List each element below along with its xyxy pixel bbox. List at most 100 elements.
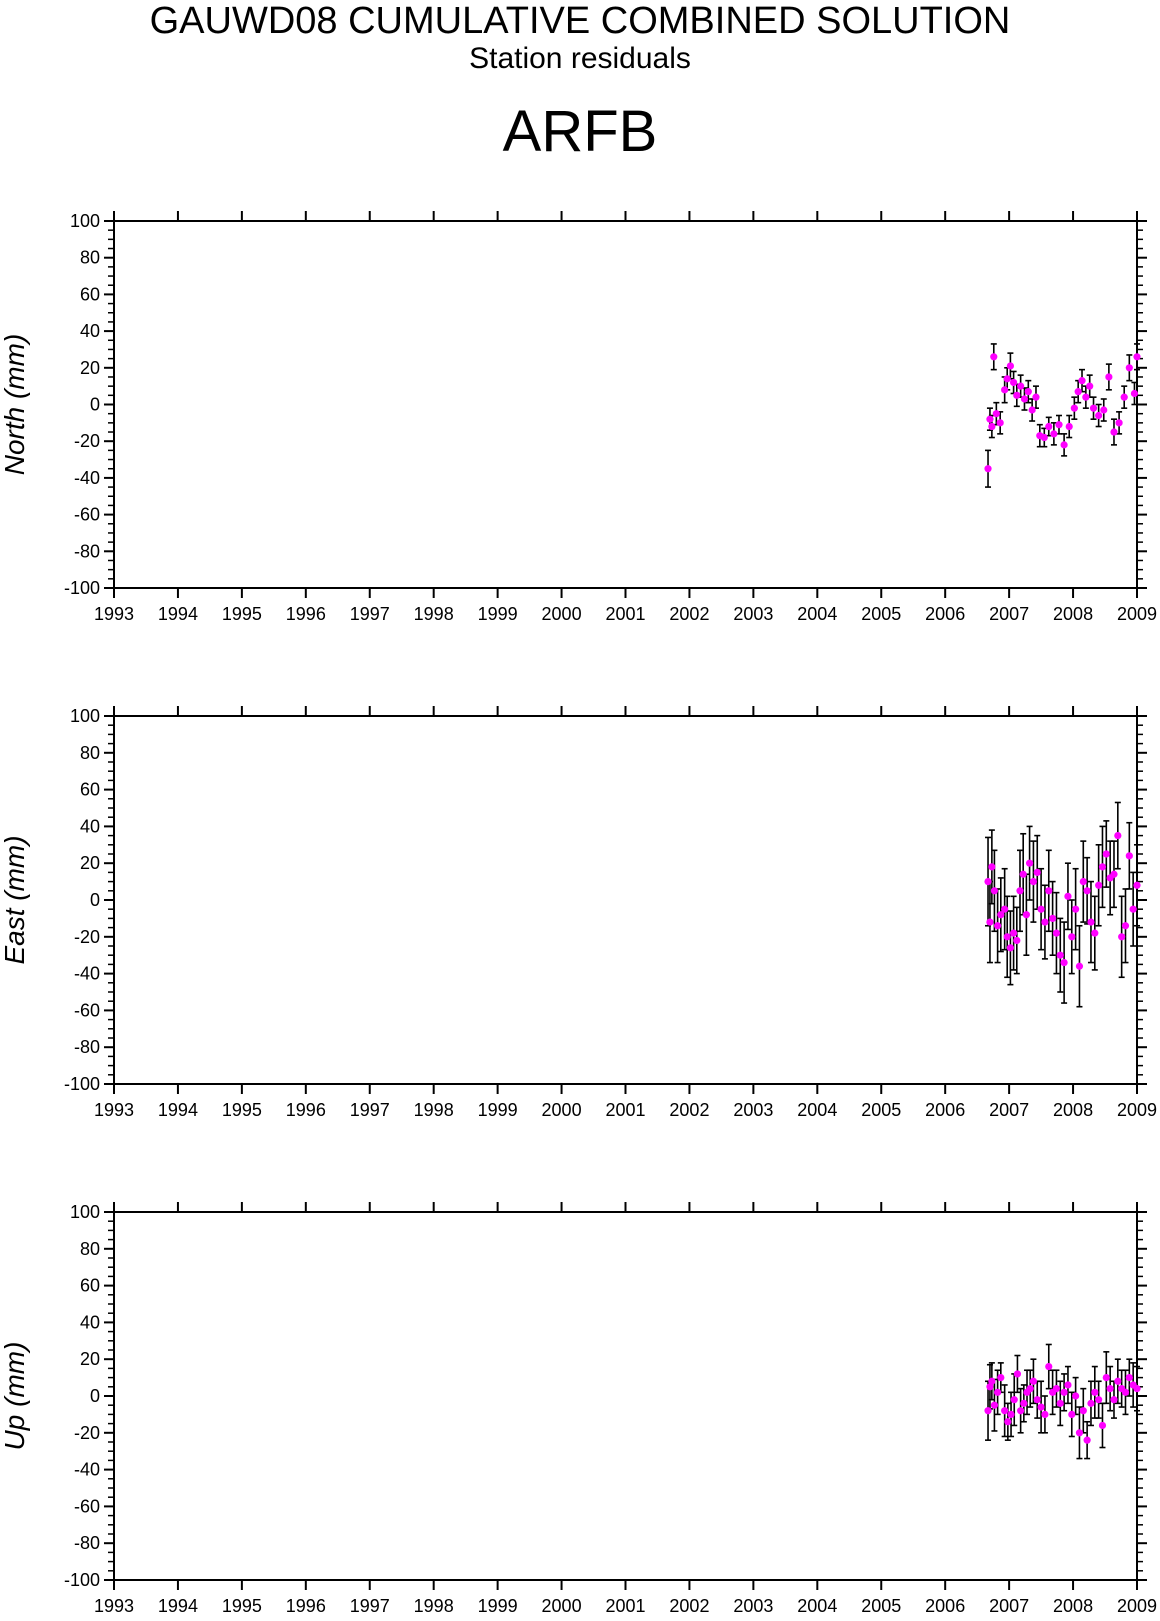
y-tick-label: -20 bbox=[74, 927, 100, 947]
y-tick-label: 0 bbox=[90, 1386, 100, 1406]
data-point bbox=[1115, 419, 1123, 427]
x-tick-label: 2008 bbox=[1053, 604, 1093, 624]
data-point bbox=[1003, 933, 1011, 941]
data-point bbox=[1129, 905, 1137, 913]
data-point bbox=[1024, 388, 1032, 396]
x-tick-label: 2003 bbox=[733, 604, 773, 624]
data-point bbox=[1016, 887, 1024, 895]
data-point bbox=[1003, 375, 1011, 383]
data-point bbox=[1070, 404, 1078, 412]
y-tick-label: 0 bbox=[90, 890, 100, 910]
data-point bbox=[1050, 430, 1058, 438]
data-point bbox=[984, 465, 992, 473]
data-point bbox=[997, 911, 1005, 919]
y-tick-label: 20 bbox=[80, 853, 100, 873]
data-point bbox=[1064, 1381, 1072, 1389]
x-tick-label: 2001 bbox=[605, 1100, 645, 1120]
data-point bbox=[1083, 887, 1091, 895]
data-point bbox=[1095, 411, 1103, 420]
plot-panel-2: 1993 1994 1995 1996 1997 1998 1999 2000 2001 2002… bbox=[0, 1202, 1157, 1616]
y-tick-label: -60 bbox=[74, 1496, 100, 1516]
x-tick-label: 2005 bbox=[861, 1100, 901, 1120]
data-point bbox=[1074, 388, 1082, 396]
y-tick-label: 60 bbox=[80, 284, 100, 304]
data-point bbox=[1105, 373, 1113, 381]
data-point bbox=[1060, 958, 1068, 967]
data-point bbox=[1083, 1436, 1091, 1444]
data-point bbox=[1087, 918, 1095, 926]
y-tick-label: -40 bbox=[74, 964, 100, 984]
data-point bbox=[1013, 936, 1021, 945]
data-point bbox=[996, 419, 1004, 427]
data-point bbox=[986, 918, 994, 926]
x-tick-label: 2007 bbox=[989, 1596, 1029, 1616]
data-point bbox=[1019, 870, 1027, 878]
plot-frame bbox=[113, 1211, 1138, 1581]
data-point bbox=[1121, 1388, 1130, 1396]
x-tick-label: 1999 bbox=[478, 1596, 518, 1616]
x-tick-label: 2000 bbox=[542, 1596, 582, 1616]
data-point bbox=[984, 1407, 992, 1415]
data-point bbox=[1037, 1403, 1045, 1411]
data-point bbox=[1020, 395, 1029, 403]
y-axis-label: East (mm) bbox=[0, 835, 30, 964]
x-tick-label: 1999 bbox=[478, 604, 518, 624]
data-point bbox=[1125, 364, 1133, 372]
data-point bbox=[1013, 391, 1021, 399]
series-0 bbox=[984, 801, 1141, 1008]
y-tick-label: 40 bbox=[80, 1312, 100, 1332]
y-axis-label: Up (mm) bbox=[0, 1342, 30, 1451]
data-point bbox=[1110, 428, 1118, 436]
data-point bbox=[1001, 905, 1009, 913]
data-point bbox=[1064, 892, 1072, 900]
y-tick-label: -100 bbox=[64, 1074, 100, 1094]
data-point bbox=[1045, 887, 1053, 895]
x-tick-label: 2004 bbox=[797, 1596, 837, 1616]
x-tick-label: 1993 bbox=[94, 604, 134, 624]
data-point bbox=[1041, 1410, 1049, 1418]
data-point bbox=[1033, 868, 1041, 877]
y-tick-label: -100 bbox=[64, 578, 100, 598]
figure-title: GAUWD08 CUMULATIVE COMBINED SOLUTION bbox=[149, 0, 1011, 42]
data-point bbox=[1118, 933, 1126, 941]
x-tick-label: 1996 bbox=[286, 604, 326, 624]
data-point bbox=[1010, 929, 1018, 937]
data-point bbox=[1091, 929, 1099, 937]
data-point bbox=[1052, 929, 1061, 937]
data-point bbox=[1017, 1407, 1025, 1415]
x-tick-label: 1993 bbox=[94, 1100, 134, 1120]
y-tick-label: -20 bbox=[74, 431, 100, 451]
plot-frame bbox=[113, 220, 1138, 589]
data-point bbox=[1065, 422, 1073, 431]
x-tick-label: 2005 bbox=[861, 604, 901, 624]
x-tick-label: 2001 bbox=[605, 604, 645, 624]
y-tick-label: 0 bbox=[90, 395, 100, 415]
data-point bbox=[1114, 1377, 1122, 1385]
x-tick-label: 1997 bbox=[350, 1100, 390, 1120]
x-tick-label: 2003 bbox=[733, 1596, 773, 1616]
y-tick-label: 80 bbox=[80, 248, 100, 268]
series-0 bbox=[984, 343, 1141, 488]
y-tick-label: 20 bbox=[80, 1349, 100, 1369]
data-point bbox=[1001, 1407, 1009, 1415]
data-point bbox=[1013, 1370, 1022, 1378]
x-tick-label: 1995 bbox=[222, 1596, 262, 1616]
data-point bbox=[984, 878, 992, 886]
data-point bbox=[1033, 1396, 1041, 1404]
data-point bbox=[988, 863, 996, 871]
y-tick-label: -80 bbox=[74, 541, 100, 561]
x-tick-label: 1994 bbox=[158, 604, 198, 624]
data-point bbox=[1028, 406, 1036, 414]
data-point bbox=[1045, 1362, 1053, 1371]
figure-subtitle: Station residuals bbox=[469, 42, 691, 75]
y-tick-label: -60 bbox=[74, 1000, 100, 1020]
x-tick-label: 2002 bbox=[669, 1596, 709, 1616]
x-tick-label: 2002 bbox=[669, 1100, 709, 1120]
data-point bbox=[1029, 878, 1038, 886]
data-point bbox=[1079, 878, 1087, 886]
data-point bbox=[1060, 1388, 1068, 1396]
data-point bbox=[1041, 918, 1049, 926]
y-axis-label: North (mm) bbox=[0, 334, 30, 476]
data-point bbox=[1087, 1399, 1095, 1407]
